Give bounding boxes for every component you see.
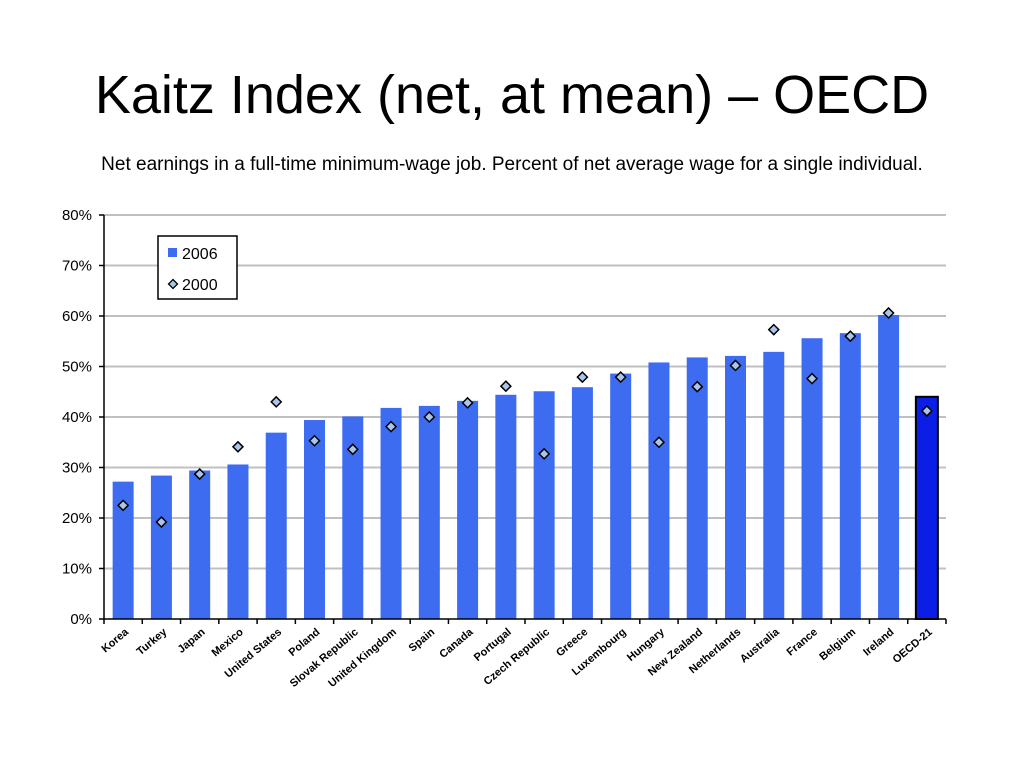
x-tick-label: Canada [437, 626, 476, 661]
x-tick-label: Ireland [861, 626, 896, 658]
bar-ireland [878, 314, 900, 619]
bar-canada [457, 400, 479, 619]
bar-turkey [150, 475, 172, 619]
x-tick-label: Spain [407, 626, 438, 655]
y-tick-label: 0% [70, 611, 92, 628]
marker-hungary [652, 436, 666, 449]
x-tick-label: United Kingdom [326, 626, 399, 690]
bars-2006 [112, 314, 939, 620]
bar-spain [418, 405, 440, 619]
y-tick-label: 70% [62, 258, 92, 275]
legend-label-2000: 2000 [182, 277, 218, 294]
marker-portugal [499, 380, 512, 393]
y-axis-ticks: 0% 10% 20% 30% 40% 50% 60% 70% 80% [62, 207, 104, 628]
legend-swatch-2000 [167, 278, 179, 290]
marker-netherlands [729, 359, 742, 372]
x-tick-label: Poland [287, 626, 323, 659]
x-tick-label: Turkey [135, 626, 170, 658]
x-tick-label: Japan [176, 626, 208, 656]
marker-turkey [155, 515, 168, 529]
bar-luxembourg [610, 373, 632, 619]
bar-korea [112, 481, 134, 619]
marker-czech-republic [538, 447, 551, 460]
chart-title: Kaitz Index (net, at mean) – OECD [94, 65, 930, 125]
marker-new-zealand [691, 380, 704, 393]
y-tick-label: 20% [62, 510, 92, 527]
marker-france [805, 372, 819, 385]
y-tick-label: 80% [62, 207, 92, 224]
x-tick-label: France [785, 626, 820, 658]
marker-belgium [844, 330, 857, 343]
marker-oecd-21 [920, 404, 933, 418]
chart-subtitle: Net earnings in a full-time minimum-wage… [101, 154, 923, 175]
x-tick-label: Czech Republic [482, 626, 552, 688]
marker-luxembourg [614, 371, 627, 384]
bar-netherlands [725, 355, 746, 619]
axes [103, 215, 947, 624]
bar-belgium [839, 333, 861, 619]
marker-australia [767, 323, 780, 336]
x-tick-label: Australia [738, 626, 782, 666]
bar-united-kingdom [380, 407, 402, 619]
x-tick-label: Greece [554, 626, 590, 659]
y-tick-label: 60% [62, 308, 92, 325]
bar-france [801, 338, 823, 619]
bar-australia [763, 351, 785, 619]
marker-canada [461, 396, 474, 409]
bar-mexico [227, 464, 249, 619]
x-tick-label: Korea [99, 626, 131, 656]
legend: 2006 2000 [157, 235, 238, 300]
legend-label-2006: 2006 [182, 246, 218, 263]
markers-2000 [117, 306, 933, 529]
y-tick-label: 30% [62, 460, 92, 477]
bar-oecd-21 [914, 395, 939, 620]
x-tick-label: OECD-21 [891, 626, 935, 666]
marker-greece [576, 371, 589, 384]
bar-czech-republic [533, 391, 555, 619]
x-tick-label: Slovak Republic [288, 626, 361, 690]
bar-portugal [495, 394, 517, 619]
y-tick-label: 50% [62, 359, 92, 376]
marker-united-states [270, 395, 283, 408]
marker-slovak-republic [346, 443, 359, 456]
x-tick-label: Mexico [210, 626, 246, 659]
marker-spain [423, 410, 436, 424]
bar-new-zealand [686, 357, 708, 619]
marker-korea [117, 499, 130, 512]
legend-box [157, 235, 238, 300]
marker-japan [193, 468, 206, 481]
x-tick-label: Belgium [817, 626, 858, 663]
bar-hungary [648, 362, 670, 619]
marker-united-kingdom [384, 420, 398, 433]
bar-united-states [265, 432, 287, 619]
bar-greece [571, 387, 593, 619]
bar-poland [304, 420, 325, 619]
legend-swatch-2006 [168, 248, 177, 257]
y-tick-label: 10% [62, 561, 92, 578]
marker-ireland [882, 306, 895, 320]
marker-poland [308, 434, 321, 447]
bar-japan [189, 470, 211, 619]
marker-mexico [231, 440, 245, 453]
bar-slovak-republic [342, 416, 364, 619]
y-tick-label: 40% [62, 409, 92, 426]
